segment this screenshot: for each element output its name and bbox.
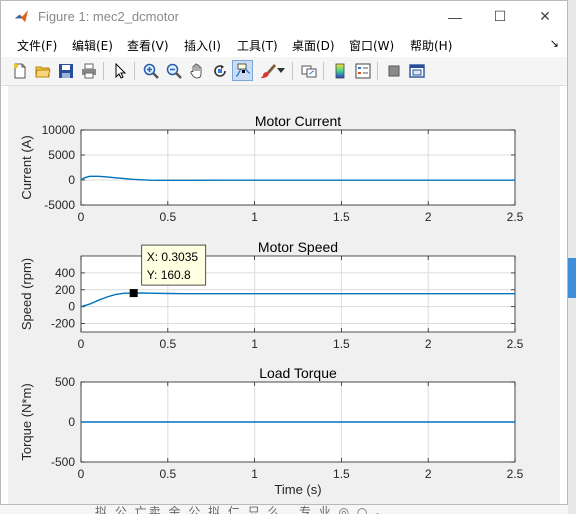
legend-icon[interactable] — [352, 60, 373, 81]
y-tick-label: 0 — [68, 415, 75, 429]
open-file-icon[interactable] — [32, 60, 53, 81]
axes-3-title: Load Torque — [259, 365, 337, 381]
menu-file[interactable]: 文件(F) — [17, 39, 58, 53]
x-tick-label: 0 — [78, 210, 85, 224]
menu-help[interactable]: 帮助(H) — [410, 39, 453, 53]
x-tick-label: 0.5 — [159, 210, 176, 224]
menu-edit[interactable]: 编辑(E) — [72, 39, 113, 53]
hide-plot-tools-icon[interactable] — [383, 60, 404, 81]
datatip-x: X: 0.3035 — [147, 250, 199, 264]
y-tick-label: 5000 — [48, 148, 75, 162]
menu-desktop[interactable]: 桌面(D) — [292, 39, 335, 53]
series-line — [80, 175, 515, 182]
x-tick-label: 2.5 — [507, 210, 524, 224]
save-icon[interactable] — [55, 60, 76, 81]
y-tick-label: -5000 — [44, 198, 75, 212]
y-axis-label: Torque (N*m) — [19, 383, 34, 460]
menu-tools[interactable]: 工具(T) — [237, 39, 278, 53]
zoom-in-icon[interactable] — [140, 60, 161, 81]
datatip-marker — [129, 289, 138, 298]
menu-view[interactable]: 查看(V) — [127, 39, 169, 53]
close-button[interactable]: ✕ — [522, 1, 568, 32]
x-tick-label: 2 — [425, 337, 432, 351]
x-axis-label: Time (s) — [274, 482, 321, 497]
background-document-strip: 拟 公 亡卖 余 公 拟 仁 只 么 . 专 业 ◎ ○ 。 — [0, 505, 568, 514]
background-desktop-strip — [568, 0, 576, 514]
background-side-tab — [568, 258, 576, 298]
x-tick-label: 1 — [251, 210, 258, 224]
y-tick-label: 0 — [68, 300, 75, 314]
y-tick-label: 400 — [55, 266, 75, 280]
x-tick-label: 0.5 — [159, 467, 176, 481]
pan-hand-icon[interactable] — [186, 60, 207, 81]
minimize-icon: — — [448, 8, 462, 25]
y-tick-label: 500 — [55, 375, 75, 389]
brush-icon[interactable] — [257, 60, 278, 81]
matlab-logo-icon — [14, 9, 29, 23]
menu-insert[interactable]: 插入(I) — [184, 39, 221, 53]
window-title: Figure 1: mec2_dcmotor — [38, 9, 179, 24]
x-tick-label: 2.5 — [507, 337, 524, 351]
x-tick-label: 0.5 — [159, 337, 176, 351]
axes-2-title: Motor Speed — [258, 239, 338, 255]
title-bar[interactable]: Figure 1: mec2_dcmotor — ☐ ✕ — [1, 1, 567, 32]
rotate-3d-icon[interactable] — [209, 60, 230, 81]
x-tick-label: 0 — [78, 337, 85, 351]
x-tick-label: 1 — [251, 337, 258, 351]
x-tick-label: 1.5 — [333, 467, 350, 481]
y-axis-label: Speed (rpm) — [19, 258, 34, 330]
new-figure-icon[interactable] — [9, 60, 30, 81]
y-axis-label: Current (A) — [19, 135, 34, 199]
menu-bar: 文件(F) 编辑(E) 查看(V) 插入(I) 工具(T) 桌面(D) 窗口(W… — [1, 33, 567, 55]
background-partial-text: 拟 公 亡卖 余 公 拟 仁 只 么 . 专 业 ◎ ○ 。 — [95, 505, 390, 514]
link-plot-icon[interactable] — [298, 60, 319, 81]
menu-overflow-icon[interactable]: ↘ — [549, 38, 559, 50]
data-cursor-icon[interactable] — [232, 60, 253, 81]
x-tick-label: 0 — [78, 467, 85, 481]
axes-1-box — [80, 129, 516, 206]
figure-canvas[interactable]: 0 0.5 1 1.5 2 2.5 10000 5000 0 -5000 Motor Current… — [8, 86, 560, 504]
colorbar-icon[interactable] — [329, 60, 350, 81]
series-line — [80, 292, 515, 308]
zoom-out-icon[interactable] — [163, 60, 184, 81]
select-arrow-icon[interactable] — [109, 60, 130, 81]
y-tick-label: -200 — [51, 317, 75, 331]
axes-1-title: Motor Current — [255, 113, 341, 129]
print-icon[interactable] — [78, 60, 99, 81]
x-tick-label: 1 — [251, 467, 258, 481]
brush-dropdown-icon[interactable] — [275, 60, 287, 81]
x-tick-label: 2.5 — [507, 467, 524, 481]
y-tick-label: -500 — [51, 455, 75, 469]
minimize-button[interactable]: — — [432, 1, 478, 32]
datatip-y: Y: 160.8 — [147, 268, 191, 282]
y-tick-label: 10000 — [42, 123, 76, 137]
x-tick-label: 1.5 — [333, 210, 350, 224]
figure-toolbar — [1, 57, 567, 86]
y-tick-label: 200 — [55, 283, 75, 297]
maximize-button[interactable]: ☐ — [477, 1, 523, 32]
close-icon: ✕ — [539, 8, 551, 24]
show-plot-tools-icon[interactable] — [406, 60, 427, 81]
axes-1-background — [81, 130, 515, 205]
figure-window: Figure 1: mec2_dcmotor — ☐ ✕ 文件(F) 编辑(E)… — [0, 0, 568, 505]
maximize-icon: ☐ — [493, 8, 507, 24]
menu-window[interactable]: 窗口(W) — [349, 39, 395, 53]
y-tick-label: 0 — [68, 173, 75, 187]
x-tick-label: 2 — [425, 467, 432, 481]
x-tick-label: 2 — [425, 210, 432, 224]
datatip-box — [141, 244, 207, 286]
x-tick-label: 1.5 — [333, 337, 350, 351]
